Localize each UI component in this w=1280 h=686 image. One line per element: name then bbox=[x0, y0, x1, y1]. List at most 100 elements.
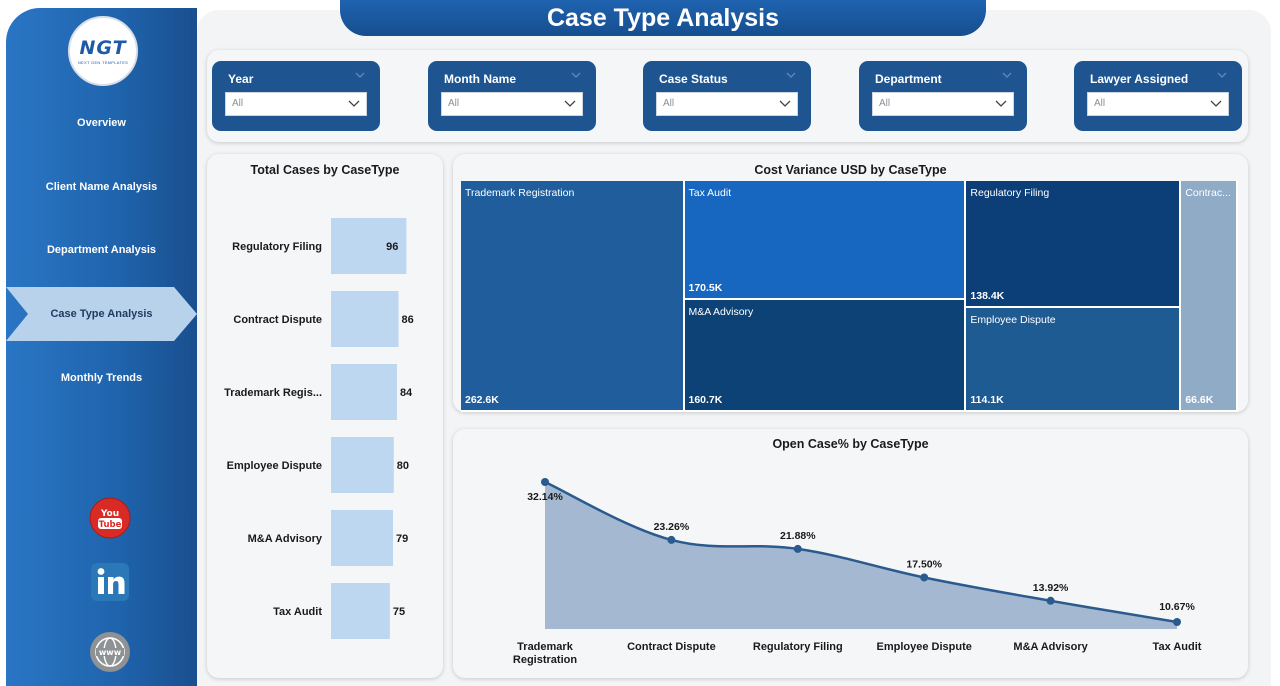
treemap-value: 160.7K bbox=[688, 393, 723, 406]
nav-item-department-analysis[interactable]: Department Analysis bbox=[6, 230, 197, 270]
case-status-dropdown[interactable]: All bbox=[656, 92, 798, 116]
x-tick-label: Contract Dispute bbox=[627, 641, 716, 653]
treemap-cell[interactable]: M&A Advisory 160.7K bbox=[684, 299, 967, 412]
linkedin-icon[interactable] bbox=[88, 560, 132, 604]
area-point[interactable] bbox=[1046, 596, 1055, 605]
treemap-label: Contrac... bbox=[1185, 187, 1231, 199]
bar-category-label: Regulatory Filing bbox=[232, 241, 322, 253]
treemap-value: 66.6K bbox=[1185, 394, 1214, 406]
bar[interactable] bbox=[331, 583, 390, 639]
bar-value-label: 79 bbox=[396, 533, 408, 545]
bar[interactable] bbox=[331, 218, 407, 274]
area-value-label: 13.92% bbox=[1033, 582, 1069, 594]
lawyer-assigned-dropdown[interactable]: All bbox=[1087, 92, 1229, 116]
bar-value-label: 75 bbox=[393, 606, 405, 618]
chevron-down-icon bbox=[779, 100, 791, 107]
active-nav-highlight bbox=[6, 287, 197, 341]
youtube-icon[interactable]: You Tube bbox=[88, 496, 132, 540]
nav-item-label: Case Type Analysis bbox=[50, 308, 153, 320]
page-title: Case Type Analysis bbox=[546, 3, 780, 32]
department-dropdown[interactable]: All bbox=[872, 92, 1014, 116]
svg-text:Tube: Tube bbox=[99, 520, 122, 530]
chevron-down-icon[interactable] bbox=[354, 70, 366, 80]
filter-label: Lawyer Assigned bbox=[1090, 72, 1189, 86]
nav-item-label: Client Name Analysis bbox=[45, 181, 158, 193]
area-fill bbox=[545, 482, 1177, 629]
chevron-down-icon[interactable] bbox=[570, 70, 582, 80]
treemap-value: 138.4K bbox=[970, 289, 1005, 302]
bar[interactable] bbox=[331, 291, 399, 347]
nav-item-label: Department Analysis bbox=[46, 244, 157, 256]
chevron-down-icon bbox=[995, 100, 1007, 107]
treemap-label: Regulatory Filing bbox=[970, 187, 1050, 199]
title-bar: Case Type Analysis bbox=[340, 0, 986, 36]
x-tick-label: Trademark bbox=[517, 641, 574, 653]
year-dropdown[interactable]: All bbox=[225, 92, 367, 116]
bar[interactable] bbox=[331, 364, 397, 420]
chart-title: Open Case% by CaseType bbox=[772, 437, 929, 451]
logo-subtitle: NEXT GEN TEMPLATES bbox=[77, 60, 129, 65]
bar[interactable] bbox=[331, 510, 394, 566]
filter-month-name: Month Name All bbox=[428, 61, 596, 131]
open-case-area-chart: 32.14% 23.26% 21.88% 17.50% 13.92% 10.67% Trad… bbox=[513, 478, 1202, 666]
month-name-dropdown[interactable]: All bbox=[441, 92, 583, 116]
filter-case-status: Case Status All bbox=[643, 61, 811, 131]
treemap-value: 262.6K bbox=[465, 394, 499, 406]
logo: NGT NEXT GEN TEMPLATES bbox=[68, 16, 138, 86]
chevron-down-icon[interactable] bbox=[1001, 70, 1013, 80]
nav-item-overview[interactable]: Overview bbox=[6, 103, 197, 143]
filter-label: Year bbox=[228, 72, 254, 86]
filter-label: Month Name bbox=[444, 72, 516, 86]
filter-label: Case Status bbox=[659, 72, 728, 86]
treemap-label: Tax Audit bbox=[688, 187, 732, 199]
chevron-down-icon[interactable] bbox=[1216, 70, 1228, 80]
area-point[interactable] bbox=[920, 573, 929, 582]
area-value-label: 23.26% bbox=[654, 521, 690, 533]
dropdown-value: All bbox=[879, 98, 891, 109]
nav-item-case-type-analysis[interactable]: Case Type Analysis bbox=[6, 294, 197, 334]
dropdown-value: All bbox=[663, 98, 675, 109]
nav-item-client-name-analysis[interactable]: Client Name Analysis bbox=[6, 167, 197, 207]
chevron-down-icon[interactable] bbox=[785, 70, 797, 80]
logo-text: NGT bbox=[79, 37, 126, 59]
treemap-cell[interactable]: Trademark Registration 262.6K bbox=[461, 181, 685, 412]
chart-title: Cost Variance USD by CaseType bbox=[754, 163, 947, 177]
area-point[interactable] bbox=[1173, 618, 1181, 626]
treemap-label: Trademark Registration bbox=[465, 187, 575, 199]
x-tick-label: Registration bbox=[513, 654, 577, 666]
dropdown-value: All bbox=[448, 98, 460, 109]
bar-category-label: Contract Dispute bbox=[233, 314, 322, 326]
chevron-down-icon bbox=[348, 100, 360, 107]
sidebar: NGT NEXT GEN TEMPLATES Overview Client N… bbox=[6, 8, 197, 686]
website-icon[interactable]: www bbox=[88, 630, 132, 674]
filter-year: Year All bbox=[212, 61, 380, 131]
bar-category-label: Tax Audit bbox=[273, 606, 322, 618]
filter-label: Department bbox=[875, 72, 942, 86]
chevron-down-icon bbox=[564, 100, 576, 107]
treemap-cell[interactable]: Regulatory Filing 138.4K bbox=[966, 181, 1182, 308]
treemap-label: M&A Advisory bbox=[688, 305, 754, 318]
area-point[interactable] bbox=[667, 535, 676, 544]
treemap-cell[interactable]: Employee Dispute 114.1K bbox=[966, 307, 1182, 412]
area-value-label: 17.50% bbox=[906, 558, 942, 570]
bar-value-label: 96 bbox=[386, 241, 398, 253]
bar-category-label: Trademark Regis... bbox=[224, 387, 322, 399]
area-point[interactable] bbox=[541, 478, 549, 486]
logo-text-main: NGT bbox=[79, 37, 127, 59]
dropdown-value: All bbox=[1094, 98, 1106, 109]
bar-value-label: 84 bbox=[400, 387, 413, 399]
filter-department: Department All bbox=[859, 61, 1027, 131]
treemap-cell[interactable]: Contrac... 66.6K bbox=[1181, 181, 1238, 412]
dropdown-value: All bbox=[232, 98, 244, 109]
bar[interactable] bbox=[331, 437, 394, 493]
bar-value-label: 80 bbox=[397, 460, 409, 472]
nav-item-label: Monthly Trends bbox=[60, 372, 143, 384]
x-tick-label: Employee Dispute bbox=[877, 641, 972, 653]
nav-item-monthly-trends[interactable]: Monthly Trends bbox=[6, 358, 197, 398]
x-tick-label: Regulatory Filing bbox=[753, 641, 843, 653]
chevron-down-icon bbox=[1210, 100, 1222, 107]
treemap-cell[interactable]: Tax Audit 170.5K bbox=[684, 181, 967, 300]
area-point[interactable] bbox=[793, 544, 802, 553]
filter-lawyer-assigned: Lawyer Assigned All bbox=[1074, 61, 1242, 131]
